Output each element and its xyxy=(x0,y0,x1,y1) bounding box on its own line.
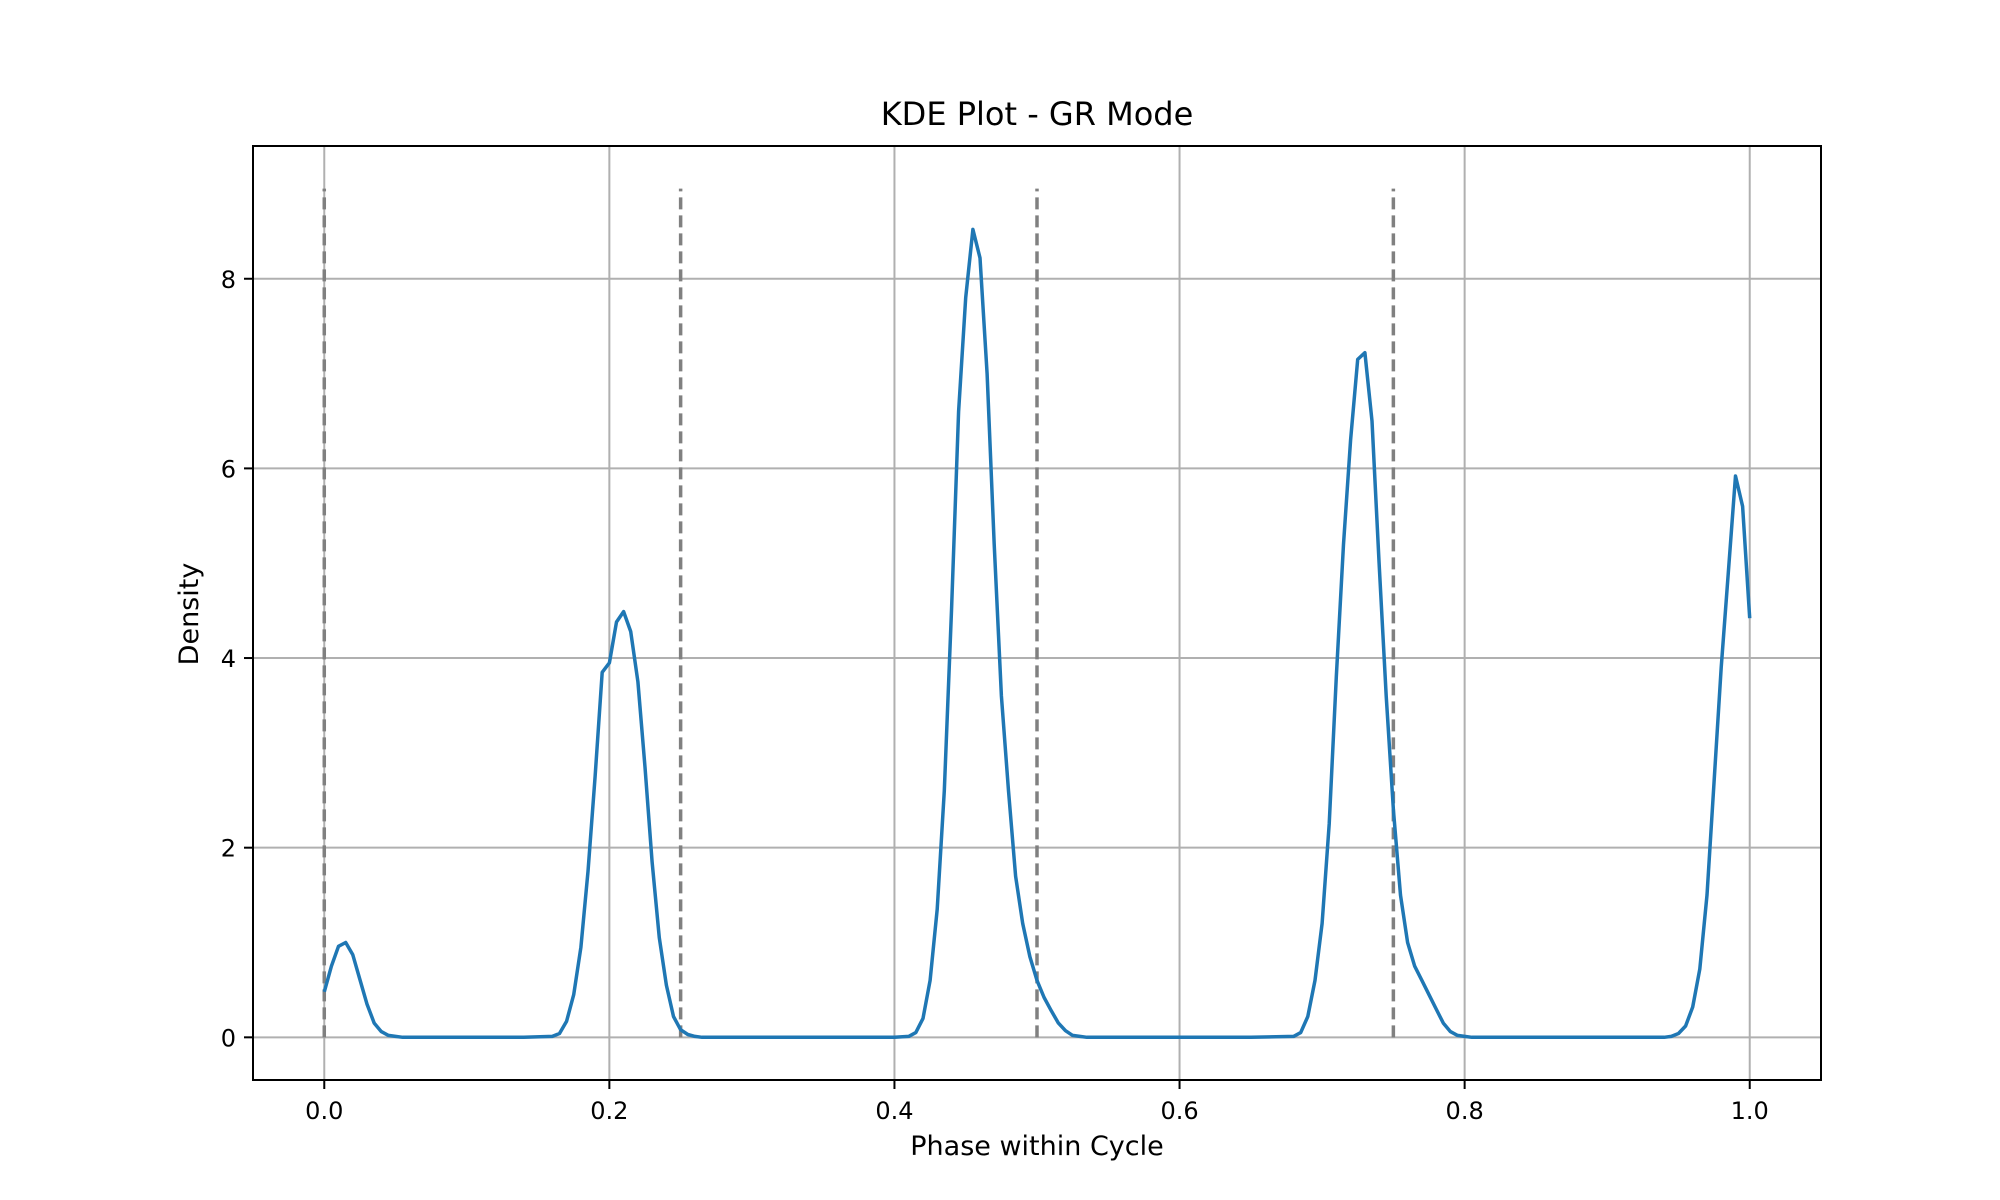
x-tick-label: 0.0 xyxy=(305,1097,343,1125)
y-tick-label: 6 xyxy=(221,455,236,483)
y-tick-label: 4 xyxy=(221,645,236,673)
x-tick-label: 0.4 xyxy=(875,1097,913,1125)
y-tick-label: 2 xyxy=(221,835,236,863)
reference-lines xyxy=(322,188,1396,1038)
y-axis-label: Density xyxy=(174,563,205,666)
x-tick-label: 0.6 xyxy=(1160,1097,1198,1125)
x-axis-label: Phase within Cycle xyxy=(910,1131,1163,1162)
x-tick-label: 0.2 xyxy=(590,1097,628,1125)
series-layer xyxy=(322,227,1752,1040)
ticks: 0.0 0.2 0.4 0.6 0.8 1.0 0 2 4 6 8 xyxy=(221,266,1769,1125)
kde-line xyxy=(322,227,1752,1040)
y-tick-label: 0 xyxy=(221,1024,236,1052)
x-tick-label: 1.0 xyxy=(1731,1097,1769,1125)
chart-title: KDE Plot - GR Mode xyxy=(881,95,1194,133)
x-tick-label: 0.8 xyxy=(1446,1097,1484,1125)
plot-frame xyxy=(252,145,1822,1081)
y-tick-label: 8 xyxy=(221,266,236,294)
